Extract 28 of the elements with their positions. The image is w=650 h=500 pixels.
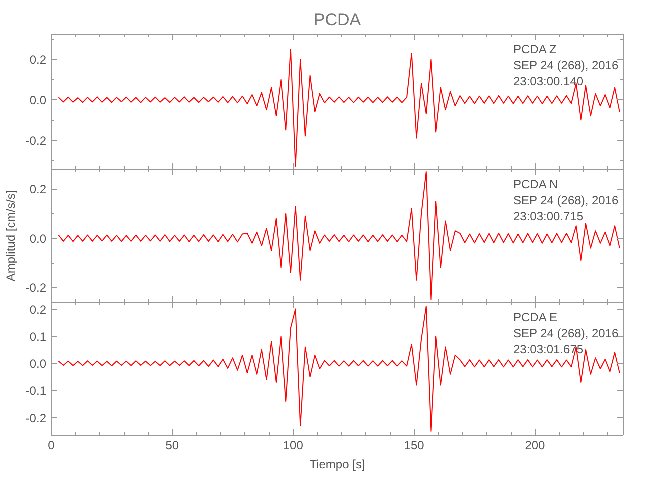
x-tick-label: 150: [404, 438, 425, 452]
annotation: SEP 24 (268), 2016: [514, 194, 620, 208]
chart-title: PCDA: [314, 10, 362, 30]
line-series: [58, 306, 620, 432]
y-tick-label: 0.2: [30, 53, 47, 68]
y-tick-label: -0.2: [26, 134, 47, 148]
annotation: PCDA E: [514, 310, 558, 324]
x-tick-label: 50: [166, 438, 180, 452]
annotation: SEP 24 (268), 2016: [514, 58, 620, 72]
y-tick-label: -0.2: [26, 281, 47, 296]
x-tick-label: 0: [48, 438, 56, 452]
annotation: PCDA Z: [514, 42, 557, 56]
annotation: PCDA N: [514, 178, 558, 192]
y-tick-label: -0.2: [26, 411, 47, 426]
annotation: SEP 24 (268), 2016: [514, 326, 620, 340]
y-tick-label: 0.1: [30, 330, 47, 344]
y-tick-label: -0.1: [26, 384, 47, 398]
y-tick-label: 0.0: [30, 232, 47, 246]
annotation: 23:03:00.140: [514, 74, 584, 88]
annotation: 23:03:00.715: [514, 210, 584, 224]
x-axis-title: Tiempo [s]: [310, 458, 366, 472]
x-tick-label: 100: [283, 438, 304, 452]
y-tick-label: 0.2: [30, 182, 47, 197]
y-tick-label: 0.0: [30, 357, 47, 372]
y-tick-label: 0.2: [30, 302, 47, 317]
x-tick-label: 200: [525, 438, 546, 452]
y-axis-title: Amplitud [cm/s/s]: [4, 190, 18, 282]
y-tick-label: 0.0: [30, 93, 47, 108]
